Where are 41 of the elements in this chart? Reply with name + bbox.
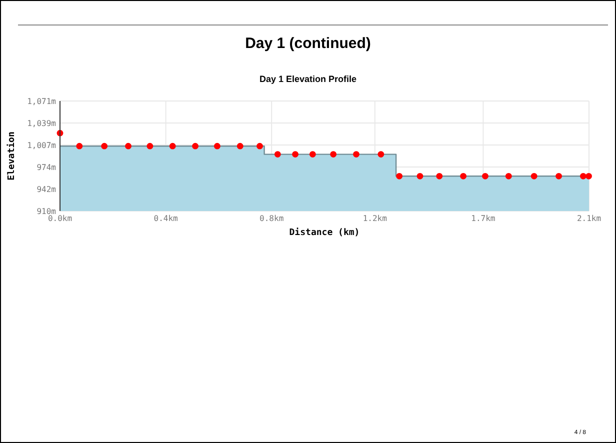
point (482, 172, 488, 180)
x-tick-label: 0.0km (48, 214, 72, 223)
point (530, 172, 538, 180)
point (236, 142, 244, 150)
y-tick-label: 1,039m (27, 118, 56, 128)
point (76, 142, 83, 150)
y-tick-label: 1,071m (27, 96, 56, 106)
y-tick-label: 910m (36, 206, 56, 216)
point (378, 151, 384, 158)
point (396, 172, 403, 180)
point (580, 172, 586, 180)
point (192, 142, 198, 150)
point (353, 151, 360, 158)
x-tick-label: 1.2km (362, 214, 388, 223)
point (586, 172, 592, 180)
x-tick-label: 2.1km (576, 214, 602, 223)
x-axis-title: Distance (km) (289, 227, 360, 238)
point (256, 142, 263, 150)
point (436, 172, 443, 180)
y-tick-label: 1,007m (27, 140, 56, 150)
x-tick-label: 0.4km (154, 214, 178, 223)
x-tick-label: 1.7km (471, 214, 496, 223)
y-axis-title: Elevation (6, 132, 17, 180)
point (416, 172, 424, 180)
point (274, 151, 281, 158)
point (214, 142, 220, 150)
x-tick-label: 0.8km (260, 214, 284, 223)
point (125, 142, 132, 150)
y-tick-label: 942m (36, 184, 56, 194)
y-tick-label: 974m (36, 162, 56, 172)
point (146, 142, 154, 150)
chart-subtitle: Day 1 Elevation Profile (259, 74, 357, 84)
point (505, 172, 512, 180)
point (101, 142, 108, 150)
chart-title: Day 1 (continued) (245, 35, 371, 52)
point (292, 151, 298, 158)
point (169, 142, 176, 150)
point (460, 172, 466, 180)
point (556, 172, 562, 180)
point (309, 151, 316, 158)
point (330, 151, 337, 158)
